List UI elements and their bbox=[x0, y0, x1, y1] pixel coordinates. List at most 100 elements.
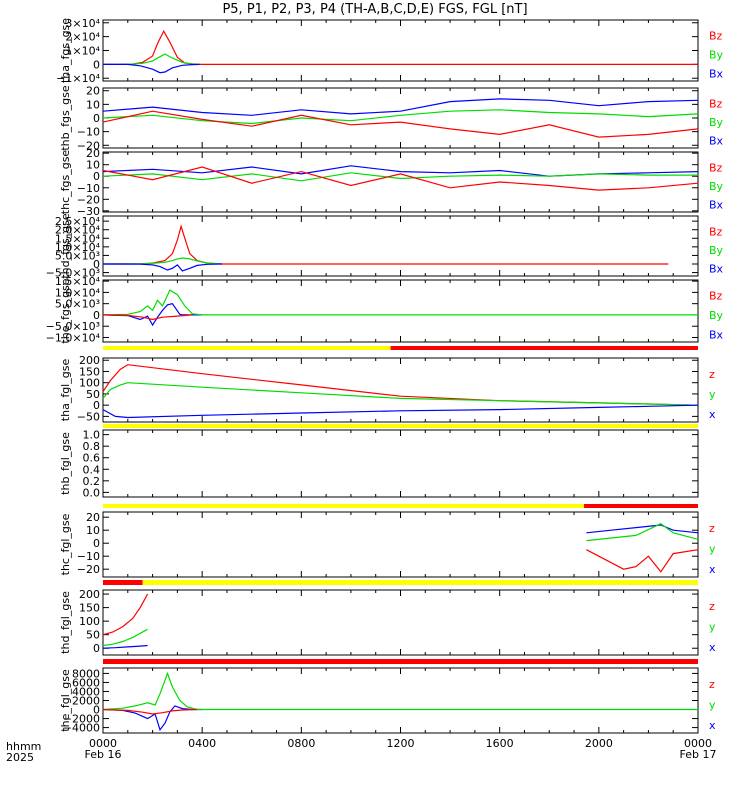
panel-1-legend-By: By bbox=[709, 49, 724, 62]
panel-4-series-Bx bbox=[102, 263, 223, 272]
panel-9-ytick-label-1: 200 bbox=[79, 588, 100, 601]
panel-2-ytick-label-5: −20 bbox=[77, 139, 100, 152]
panel-5-series-By bbox=[102, 289, 698, 316]
panel-1-series-Bz bbox=[103, 29, 698, 66]
panel-5-ylabel: the_fgs_gse bbox=[59, 278, 72, 343]
panel-10-series-z bbox=[102, 708, 198, 715]
panel-1-series-By bbox=[103, 53, 200, 66]
panel-4-legend-Bx: Bx bbox=[709, 263, 724, 276]
panel-9-series-z bbox=[102, 593, 149, 636]
panel-2-legend-Bx: Bx bbox=[709, 135, 724, 148]
panel-10-ytick-label-4: 2000 bbox=[72, 695, 100, 708]
xaxis-tick-label-7: 0000 bbox=[684, 737, 712, 750]
panel-9-ytick-label-5: 0 bbox=[93, 642, 100, 655]
panel-6-ytick-label-5: 0 bbox=[93, 399, 100, 412]
panel-3-ytick-label-4: −10 bbox=[77, 182, 100, 195]
panel-5-ytick-label-1: 1.5×10⁴ bbox=[55, 275, 101, 288]
panel-7-ytick-label-2: 0.8 bbox=[83, 440, 101, 453]
panel-6-ytick-label-4: 50 bbox=[86, 388, 100, 401]
panel-6-ytick-label-1: 200 bbox=[79, 354, 100, 367]
panel-8-ytick-label-4: −10 bbox=[77, 550, 100, 563]
panel-7-ytick-label-4: 0.4 bbox=[83, 463, 101, 476]
panel-10-ytick-label-6: −2000 bbox=[63, 713, 100, 726]
panel-6-series-z bbox=[102, 364, 699, 406]
panel-8-series-y bbox=[586, 523, 699, 542]
panel-5-ytick-label-4: 0 bbox=[93, 309, 100, 322]
xaxis-tick-label-6: 2000 bbox=[585, 737, 613, 750]
panel-4-legend-Bz: Bz bbox=[709, 225, 723, 238]
status-bar-4-segment-2 bbox=[142, 580, 698, 585]
xaxis-tick-label-3: 0800 bbox=[287, 737, 315, 750]
panel-1-ytick-label-4: 0 bbox=[93, 58, 100, 71]
xaxis-date-label-1: Feb 16 bbox=[85, 748, 122, 761]
panel-2-ytick-label-4: −10 bbox=[77, 126, 100, 139]
panel-4-ytick-label-7: −5.0×10³ bbox=[46, 267, 100, 280]
panel-10-legend-x: x bbox=[709, 719, 716, 732]
panel-3-legend-Bz: Bz bbox=[709, 161, 723, 174]
panel-10-ytick-label-2: 6000 bbox=[72, 676, 100, 689]
panel-6-ytick-label-6: −50 bbox=[77, 410, 100, 423]
panel-1-legend-Bz: Bz bbox=[709, 30, 723, 43]
panel-2-ytick-label-3: 0 bbox=[93, 112, 100, 125]
panel-1-frame bbox=[102, 19, 699, 82]
panel-3-ytick-label-3: 0 bbox=[93, 170, 100, 183]
panel-3-legend-By: By bbox=[709, 180, 724, 193]
status-bar-3-segment-1 bbox=[103, 504, 584, 508]
panel-7-ytick-label-1: 1.0 bbox=[83, 429, 101, 442]
panel-6-legend-y: y bbox=[709, 388, 716, 401]
panel-4-ylabel: thd_fgs_gse bbox=[59, 213, 72, 279]
panel-3-ytick-label-5: −20 bbox=[77, 193, 100, 206]
panel-10-frame bbox=[102, 667, 699, 734]
panel-6-legend-x: x bbox=[709, 408, 716, 421]
time-unit-label: hhmm bbox=[6, 740, 42, 753]
panel-1-legend-Bx: Bx bbox=[709, 68, 724, 81]
panel-5-series-Bz bbox=[102, 314, 193, 321]
panel-7-ytick-label-5: 0.2 bbox=[83, 475, 101, 488]
panel-4-ytick-label-3: 1.5×10⁴ bbox=[55, 232, 101, 245]
panel-2-ylabel: thb_fgs_gse bbox=[59, 85, 72, 151]
panel-3-ylabel: thc_fgs_gse bbox=[59, 150, 72, 215]
panel-2-series-Bx bbox=[102, 98, 699, 116]
status-bar-3-segment-2 bbox=[583, 504, 698, 508]
panel-1-ytick-label-5: −1×10⁴ bbox=[56, 72, 100, 85]
panel-3-ytick-label-1: 20 bbox=[86, 147, 100, 160]
panel-10-ytick-label-3: 4000 bbox=[72, 685, 100, 698]
panel-9-series-y bbox=[102, 628, 148, 647]
status-bar-5-segment-1 bbox=[103, 659, 698, 664]
panel-4-ytick-label-4: 1.0×10⁴ bbox=[55, 241, 101, 254]
panel-8-legend-x: x bbox=[709, 563, 716, 576]
panel-7-ytick-label-6: 0.0 bbox=[83, 486, 101, 499]
panel-4-ytick-label-5: 5.0×10³ bbox=[55, 249, 100, 262]
panel-8-ytick-label-5: −20 bbox=[77, 563, 100, 576]
panel-1-ytick-label-1: 3×10⁴ bbox=[65, 17, 100, 30]
panel-2-legend-By: By bbox=[709, 116, 724, 129]
panel-7-frame bbox=[102, 429, 699, 498]
panel-9-legend-z: z bbox=[709, 600, 715, 613]
panel-2-ytick-label-2: 10 bbox=[86, 98, 100, 111]
panel-6-ylabel: tha_fgl_gse bbox=[59, 359, 72, 422]
panel-9-ytick-label-4: 50 bbox=[86, 629, 100, 642]
panel-7-ytick-label-3: 0.6 bbox=[83, 452, 101, 465]
xaxis-tick-label-5: 1600 bbox=[486, 737, 514, 750]
panel-7-ylabel: thb_fgl_gse bbox=[59, 432, 72, 495]
panel-10-series-x bbox=[102, 705, 203, 732]
panel-6-ytick-label-3: 100 bbox=[79, 377, 100, 390]
panel-10-ytick-label-5: 0 bbox=[93, 704, 100, 717]
panel-5-legend-By: By bbox=[709, 309, 724, 322]
panel-2-ytick-label-1: 20 bbox=[86, 85, 100, 98]
panel-6-ytick-label-2: 150 bbox=[79, 365, 100, 378]
panel-2-series-Bz bbox=[102, 110, 699, 138]
panel-3-series-Bz bbox=[102, 166, 699, 191]
panel-4-legend-By: By bbox=[709, 244, 724, 257]
panel-8-series-x bbox=[586, 524, 699, 534]
panel-9-ytick-label-2: 150 bbox=[79, 602, 100, 615]
panel-9-series-x bbox=[102, 644, 148, 649]
panel-3-ytick-label-2: 10 bbox=[86, 159, 100, 172]
panel-10-ylabel: the_fgl_gse bbox=[59, 669, 72, 732]
panel-3-series-By bbox=[102, 172, 698, 182]
panel-10-series-y bbox=[102, 671, 698, 711]
xaxis-date-label-7: Feb 17 bbox=[680, 748, 717, 761]
panel-9-legend-y: y bbox=[709, 621, 716, 634]
panel-5-ytick-label-6: −1.0×10⁴ bbox=[46, 331, 101, 344]
